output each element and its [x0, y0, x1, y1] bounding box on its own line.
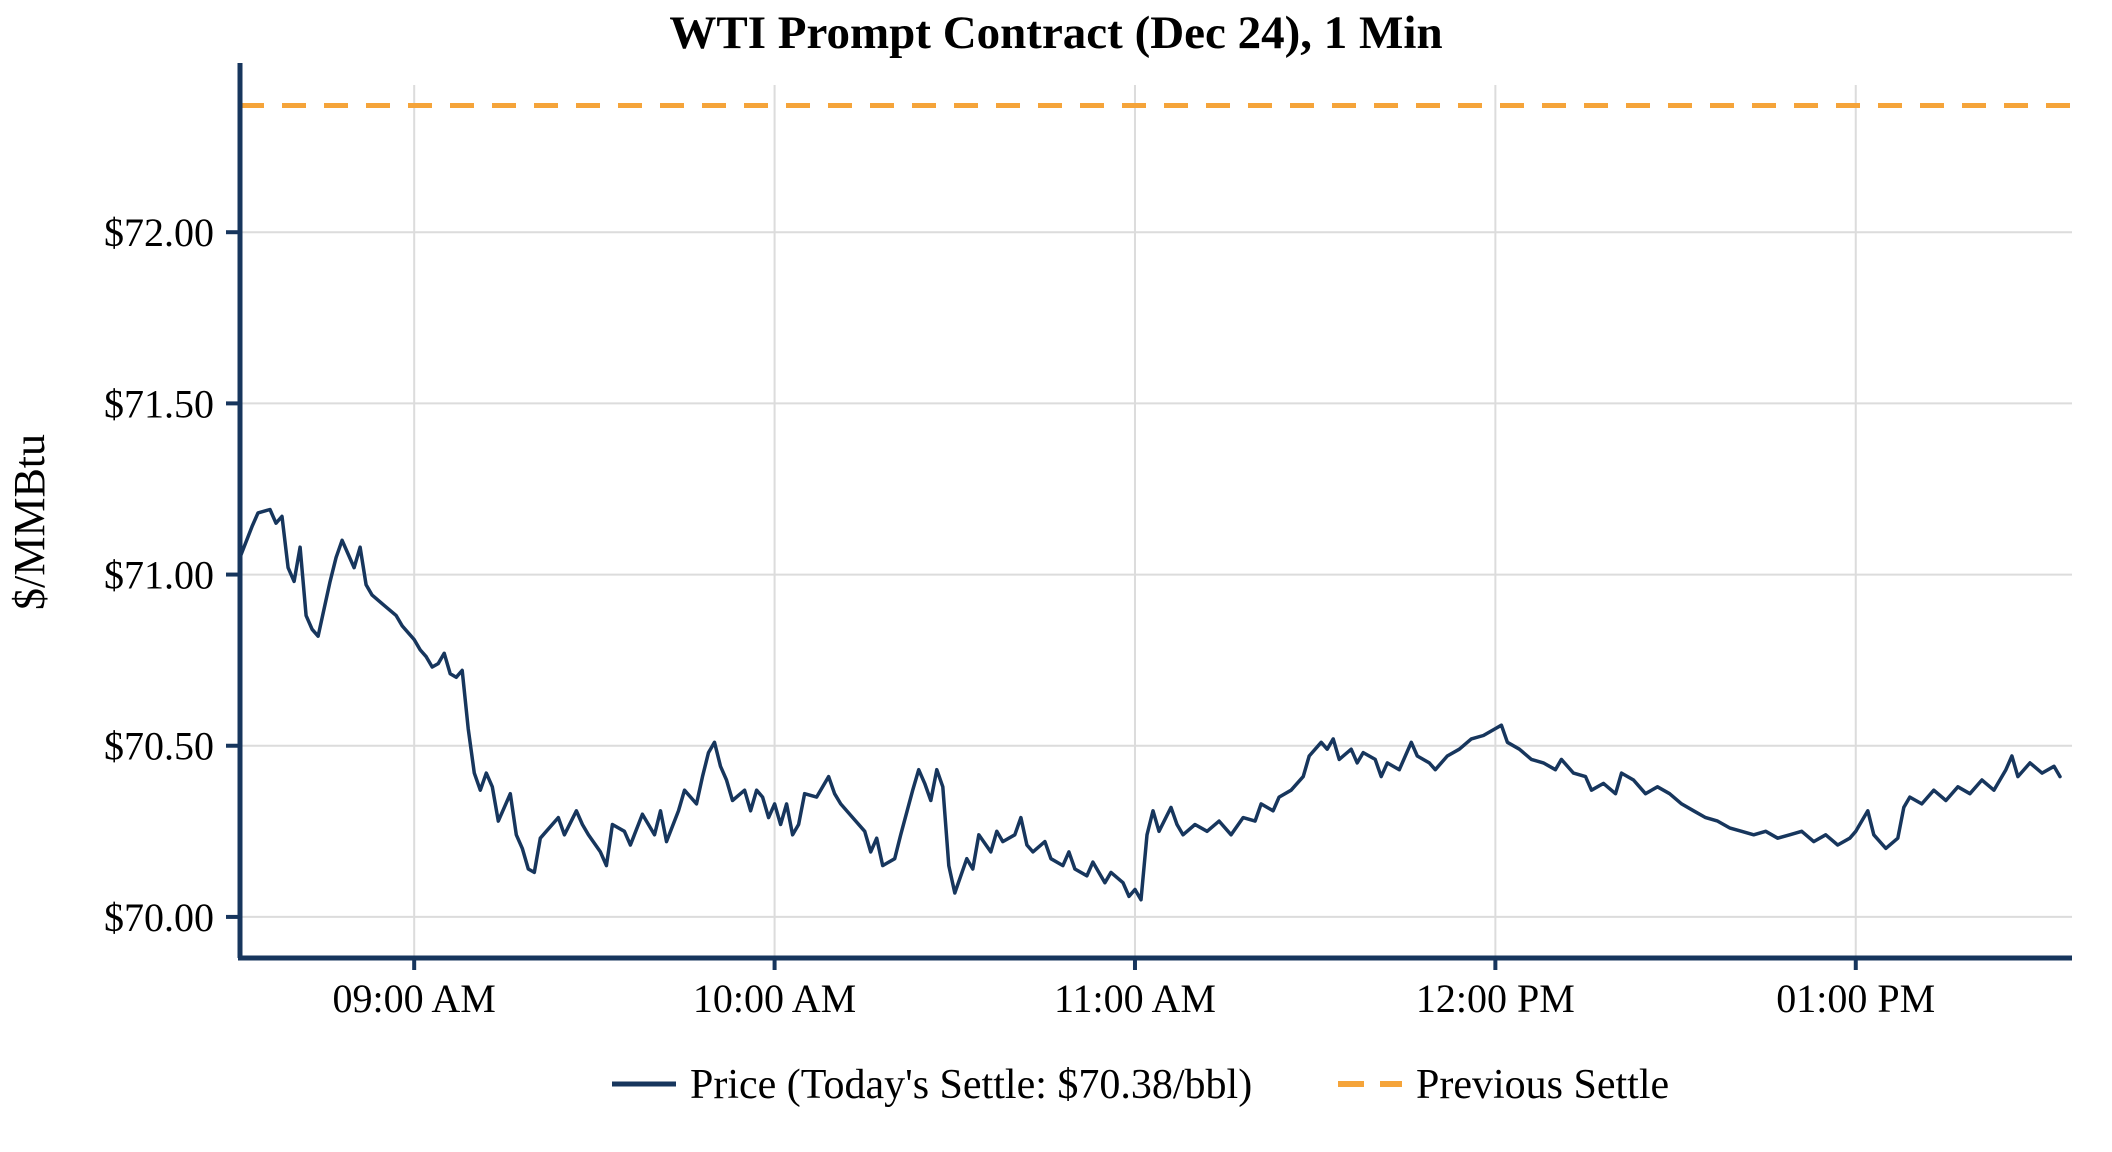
- y-tick-label: $71.50: [104, 381, 214, 426]
- chart-title: WTI Prompt Contract (Dec 24), 1 Min: [669, 7, 1442, 59]
- y-tick-label: $71.00: [104, 553, 214, 598]
- x-tick-label: 12:00 PM: [1416, 976, 1575, 1021]
- price-line: [238, 507, 2062, 902]
- x-tick-label: 10:00 AM: [693, 976, 856, 1021]
- y-tick-label: $72.00: [104, 210, 214, 255]
- y-axis-label: $/MMBtu: [5, 434, 54, 610]
- grid-layer: [240, 85, 2072, 958]
- x-tick-label: 09:00 AM: [333, 976, 496, 1021]
- x-tick-label: 01:00 PM: [1776, 976, 1935, 1021]
- legend-price-label: Price (Today's Settle: $70.38/bbl): [690, 1062, 1252, 1108]
- y-tick-label: $70.00: [104, 895, 214, 940]
- y-tick-label: $70.50: [104, 724, 214, 769]
- series-layer: [238, 103, 2072, 902]
- legend: Price (Today's Settle: $70.38/bbl) Previ…: [612, 1062, 1669, 1108]
- axis-layer: $70.00 $70.50 $71.00 $71.50 $72.00 09:00 AM 10…: [104, 63, 2072, 1021]
- legend-previous-settle-label: Previous Settle: [1416, 1062, 1669, 1108]
- x-tick-label: 11:00 AM: [1054, 976, 1216, 1021]
